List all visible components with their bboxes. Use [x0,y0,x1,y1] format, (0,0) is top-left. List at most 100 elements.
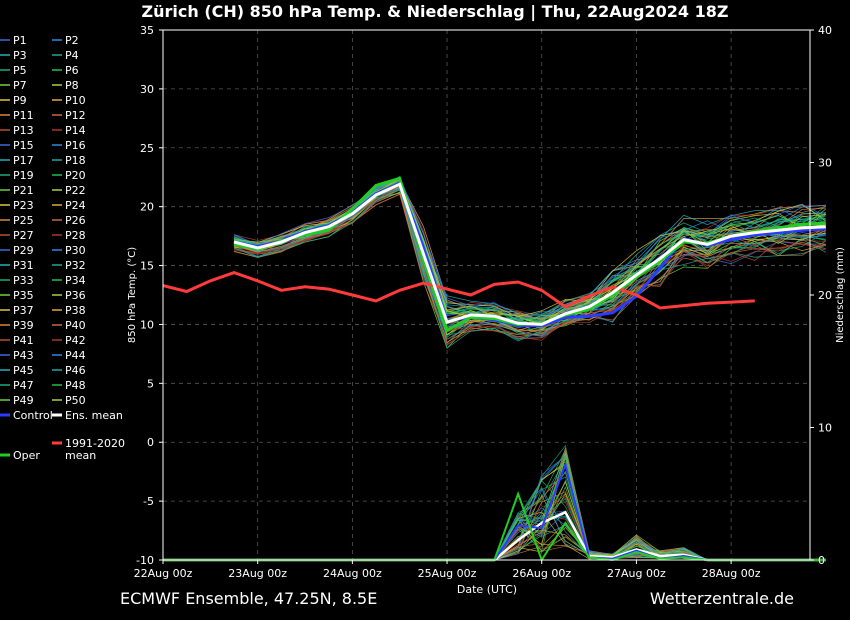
precip-ens-mean [163,510,826,562]
ensemble-member-line [233,184,826,336]
ensemble-precip-line [163,471,826,561]
ensemble-precip-line [163,524,826,561]
x-tick-label: 22Aug 00z [134,567,193,580]
y-tick-label: 0 [147,436,154,449]
ensemble-member-line [233,187,826,327]
ensemble-member-line [233,178,827,318]
legend-label: P6 [65,64,79,77]
legend-label: P12 [65,109,86,122]
ensemble-precip-line [163,495,826,561]
ensemble-member-line [233,186,826,325]
y-tick-label: 20 [140,201,154,214]
ensemble-member-line [233,186,826,339]
legend-label: P29 [13,244,34,257]
legend-label: P13 [13,124,34,137]
legend-label: P23 [13,199,34,212]
legend-label: P3 [13,49,27,62]
legend-label: P41 [13,334,34,347]
plot-frame [162,29,811,561]
ensemble-member-line [233,178,826,322]
y2-axis-label: Niederschlag (mm) [835,247,846,343]
legend-label: P22 [65,184,86,197]
ensemble-member-line [233,184,826,332]
model-caption: ECMWF Ensemble, 47.25N, 8.5E [120,589,378,608]
legend-label-special: 1991-2020 mean [65,437,125,462]
legend-label: P14 [65,124,86,137]
ensemble-precip-line [163,529,826,561]
ensemble-precip-line [163,526,826,561]
y2-tick-label: 30 [818,157,832,170]
legend-label: P28 [65,229,86,242]
ensemble-precip-line [163,511,826,561]
ensemble-precip-line [163,515,826,561]
legend-label: P18 [65,154,86,167]
legend-label: P24 [65,199,86,212]
y-tick-label: 10 [140,318,154,331]
legend-label: P43 [13,349,34,362]
ensemble-precip-line [163,497,826,561]
y-tick-label: -5 [143,495,154,508]
legend-label: P44 [65,349,86,362]
ensemble-precip-line [163,480,826,561]
y2-tick-label: 20 [818,289,832,302]
series-1991-2020-mean [162,271,755,310]
legend-label: P19 [13,169,34,182]
ensemble-member-line [233,178,826,327]
legend-label: P5 [13,64,27,77]
ensemble-precip-line [163,454,826,561]
legend-label-special: Control [13,409,53,422]
ensemble-precip-line [163,492,826,561]
y-tick-label: 25 [140,142,154,155]
ensemble-member-line [233,184,826,321]
ensemble-member-line [233,183,826,327]
legend-label: P31 [13,259,34,272]
ensemble-precip-line [163,454,826,561]
ensemble-precip-line [163,461,826,561]
ensemble-precip-line [163,453,826,561]
ensemble-member-line [233,184,826,330]
ensemble-precip-line [163,517,826,561]
legend-label: P8 [65,79,79,92]
ensemble-precip-line [163,494,826,561]
y-tick-label: 15 [140,260,154,273]
legend-label: P47 [13,379,34,392]
ensemble-precip-line [163,479,826,561]
precip-control [163,461,826,561]
legend-label: P2 [65,34,79,47]
legend-label: P9 [13,94,27,107]
legend-label: P37 [13,304,34,317]
ensemble-precip-line [163,448,826,561]
ensemble-precip-line [163,448,826,561]
legend-label-special: Ens. mean [65,409,123,422]
ensemble-precip-line [163,510,826,561]
legend-label: P7 [13,79,27,92]
chart-title: Zürich (CH) 850 hPa Temp. & Niederschlag… [142,2,729,22]
legend-label: P50 [65,394,86,407]
source-caption: Wetterzentrale.de [649,589,794,608]
x-tick-label: 26Aug 00z [512,567,571,580]
legend-label: P36 [65,289,86,302]
ensemble-member-line [233,182,826,330]
legend-label: P46 [65,364,86,377]
precipitation-lines [163,444,826,561]
ensemble-member-line [233,181,827,325]
ensemble-member-line [233,179,826,321]
legend-label: P20 [65,169,86,182]
ensemble-precip-line [163,507,826,561]
legend-label: P26 [65,214,86,227]
grid [162,29,810,561]
precip-oper [163,490,826,563]
ensemble-member-line [233,179,826,321]
x-tick-label: 24Aug 00z [323,567,382,580]
legend-label: P40 [65,319,86,332]
ensemble-precip-line [163,450,826,561]
ensemble-member-line [233,189,826,336]
legend-label: P1 [13,34,27,47]
legend-label: P4 [65,49,79,62]
ensemble-precip-line [163,529,826,561]
x-tick-label: 28Aug 00z [702,567,761,580]
series-ens-mean [233,182,826,326]
ensemble-precip-line [163,463,826,561]
ensemble-precip-line [163,481,826,561]
ensemble-precip-line [163,444,826,561]
